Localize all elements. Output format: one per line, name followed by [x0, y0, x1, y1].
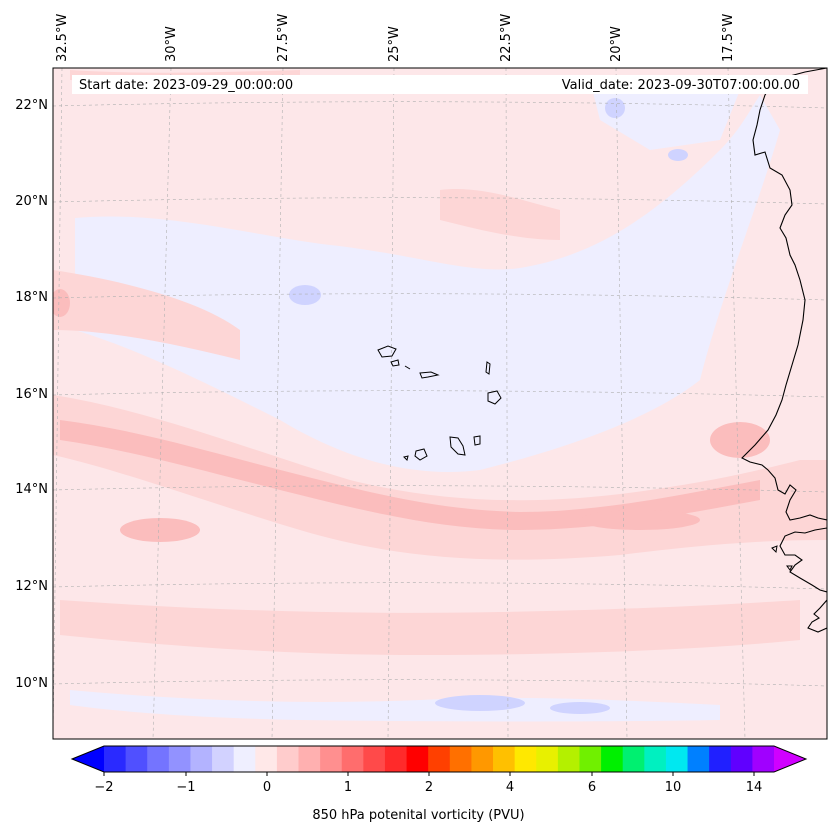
pv-negative-region	[70, 690, 720, 722]
lat-label-22n: 22°N	[15, 98, 48, 113]
colorbar-segment	[190, 746, 213, 772]
colorbar-segment	[514, 746, 537, 772]
colorbar-segment	[384, 746, 408, 772]
colorbar-segment	[601, 746, 624, 772]
island-sao-vicente	[390, 359, 400, 367]
map-frame	[52, 67, 828, 740]
lat-label-10n: 10°N	[15, 676, 48, 691]
colorbar-segment	[255, 746, 278, 772]
island-bijagos	[786, 565, 793, 571]
pv-positive-band	[53, 270, 240, 360]
colorbar-tick-label: −2	[94, 780, 114, 795]
meridian-line	[387, 68, 395, 739]
graticule	[53, 68, 827, 739]
colorbar-extension-min	[72, 746, 104, 772]
africa-coastline	[741, 68, 827, 521]
colorbar-segment	[579, 746, 602, 772]
islands	[377, 345, 502, 461]
colorbar-tick-label: 0	[262, 780, 272, 795]
valid-date-label: Valid_date: 2023-09-30T07:00:00.00	[561, 78, 800, 93]
colorbar-segment	[125, 746, 148, 772]
pv-negative-spot	[289, 285, 321, 305]
pv-negative-spot	[550, 702, 610, 714]
colorbar-segment	[622, 746, 645, 772]
colorbar-segment	[233, 746, 256, 772]
colorbar-segment	[493, 746, 516, 772]
colorbar-segment	[687, 746, 710, 772]
colorbar-segment	[104, 746, 127, 772]
island-sao-nicolau	[419, 371, 440, 379]
colorbar-segment	[212, 746, 235, 772]
header-box	[72, 75, 808, 94]
meridian-line	[271, 68, 284, 739]
pv-positive-band	[60, 600, 800, 655]
meridian-line	[53, 68, 63, 739]
colorbar-tick-label: 10	[664, 780, 682, 795]
colorbar-segment	[471, 746, 494, 772]
island-sal	[485, 361, 491, 375]
colorbar-segment	[168, 746, 191, 772]
colorbar-segment	[276, 746, 300, 772]
lat-label-12n: 12°N	[15, 579, 48, 594]
colorbar-segment	[665, 746, 689, 772]
colorbar-segment	[536, 746, 559, 772]
island-santa-luzia	[404, 365, 411, 370]
start-date-label: Start date: 2023-09-29_00:00:00	[79, 78, 294, 93]
colorbar-extension-max	[774, 746, 806, 772]
island-fogo	[414, 448, 428, 461]
colorbar-segment	[428, 746, 451, 772]
colorbar-title: 850 hPa potenital vorticity (PVU)	[312, 808, 525, 823]
africa-coastline	[779, 527, 827, 593]
colorbar-tick-label: 1	[343, 780, 353, 795]
pv-positive-spot	[580, 510, 700, 530]
colorbar-segment	[644, 746, 667, 772]
colorbar-segment	[298, 746, 321, 772]
island-maio	[473, 435, 481, 446]
colorbar-segment	[752, 746, 775, 772]
africa-coastline	[807, 599, 827, 633]
colorbar-tick-label: 6	[587, 780, 597, 795]
meridian-line	[615, 68, 628, 739]
lat-label-18n: 18°N	[15, 290, 48, 305]
colorbar-tick-label: −1	[176, 780, 196, 795]
colorbar-segment	[341, 746, 364, 772]
colorbar-segment	[406, 746, 429, 772]
colorbar-segment	[730, 746, 753, 772]
pv-positive-spot	[710, 422, 770, 458]
pv-positive-band	[60, 420, 760, 530]
colorbar-segment	[147, 746, 170, 772]
colorbar-segment	[363, 746, 386, 772]
pv-negative-spot	[435, 695, 525, 711]
lat-label-20n: 20°N	[15, 194, 48, 209]
colorbar-segment	[449, 746, 472, 772]
pv-negative-spot	[668, 149, 688, 161]
island-santiago	[449, 436, 466, 456]
island-brava	[403, 455, 409, 461]
island-santo-antao	[377, 345, 397, 358]
island-bijagos	[771, 545, 778, 554]
lat-label-14n: 14°N	[15, 482, 48, 497]
colorbar-segment	[709, 746, 732, 772]
lat-label-16n: 16°N	[15, 387, 48, 402]
colorbar-segment	[557, 746, 580, 772]
pv-negative-region	[75, 95, 780, 472]
pv-positive-band	[440, 189, 560, 240]
pv-positive-spot	[53, 289, 70, 317]
colorbar-segment	[320, 746, 343, 772]
colorbar-tick-label: 14	[745, 780, 763, 795]
island-boa-vista	[487, 390, 502, 405]
pv-positive-spot	[120, 518, 200, 542]
pv-negative-spot	[605, 98, 625, 118]
meridian-line	[505, 68, 509, 739]
colorbar-tick-label: 2	[424, 780, 434, 795]
colorbar-tick-label: 4	[505, 780, 515, 795]
meridian-line	[152, 68, 172, 739]
meridian-line	[727, 68, 746, 739]
